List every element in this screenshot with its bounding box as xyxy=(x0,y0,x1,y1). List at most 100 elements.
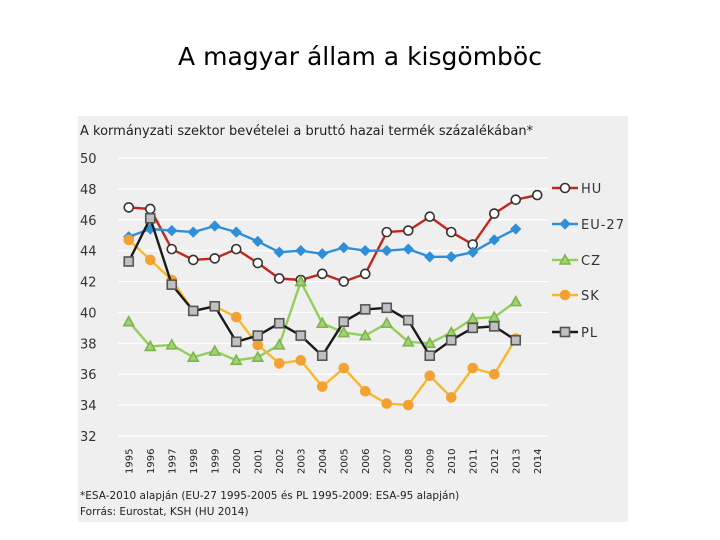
y-tick-label: 38 xyxy=(80,337,97,352)
legend-item-sk: SK xyxy=(552,289,600,304)
x-tick-label: 2003 xyxy=(296,449,307,474)
x-tick-label: 2004 xyxy=(318,449,329,474)
data-point xyxy=(381,302,393,314)
gridlines xyxy=(118,157,548,437)
data-point xyxy=(445,226,457,238)
x-tick-label: 1999 xyxy=(210,449,221,474)
x-tick-label: 1996 xyxy=(146,449,157,474)
data-point xyxy=(272,338,286,350)
series-line-hu xyxy=(128,193,538,283)
legend-marker xyxy=(559,182,571,194)
y-tick-label: 48 xyxy=(80,183,97,198)
data-point xyxy=(445,334,457,346)
slide-title: A magyar állam a kisgömböc xyxy=(178,42,542,71)
x-tick-label: 1998 xyxy=(189,449,200,474)
data-point xyxy=(359,245,371,257)
data-point xyxy=(338,316,350,328)
x-tick-label: 2000 xyxy=(232,449,243,474)
data-point xyxy=(251,350,265,363)
x-axis-ticks: 1995 1996 1997 1998 1999 2000 2001 2002 2003 2004… xyxy=(124,449,544,474)
data-point xyxy=(338,276,350,287)
x-tick-label: 2008 xyxy=(404,449,415,474)
data-point xyxy=(316,350,328,361)
data-point xyxy=(424,370,436,382)
x-tick-label: 2009 xyxy=(425,449,436,474)
data-point xyxy=(273,358,285,369)
x-tick-label: 2012 xyxy=(490,449,501,474)
data-point xyxy=(402,399,414,411)
legend-label: SK xyxy=(581,289,600,304)
data-point xyxy=(424,251,436,263)
data-point xyxy=(294,274,308,287)
data-point xyxy=(144,212,156,224)
data-point xyxy=(381,398,393,409)
data-point xyxy=(273,317,285,329)
data-point xyxy=(359,268,371,280)
data-point xyxy=(165,338,179,350)
data-point xyxy=(295,330,307,341)
data-point xyxy=(424,211,436,222)
data-point xyxy=(337,325,351,338)
data-point xyxy=(230,311,242,323)
data-point xyxy=(316,268,328,280)
data-point xyxy=(359,304,371,315)
series-cz xyxy=(122,274,523,366)
data-point xyxy=(423,336,437,349)
data-point xyxy=(381,226,393,238)
data-point xyxy=(380,316,394,329)
data-point xyxy=(166,279,178,290)
chart-panel: A kormányzati szektor bevételei a bruttó… xyxy=(78,116,628,522)
data-point xyxy=(122,315,136,327)
data-point xyxy=(252,235,264,248)
data-point xyxy=(273,273,285,284)
data-point xyxy=(358,328,372,341)
chart-title: A kormányzati szektor bevételei a bruttó… xyxy=(80,124,534,139)
x-tick-label: 2014 xyxy=(533,449,544,474)
data-point xyxy=(230,226,242,238)
data-point xyxy=(230,243,242,255)
footnote-esa: *ESA-2010 alapján (EU-27 1995-2005 és PL… xyxy=(80,490,460,502)
x-tick-label: 1995 xyxy=(124,449,135,474)
data-point xyxy=(186,350,200,363)
legend-label: PL xyxy=(581,326,598,341)
series-pl xyxy=(123,212,522,361)
data-point xyxy=(488,234,500,246)
data-point xyxy=(166,224,178,237)
data-point xyxy=(143,339,157,352)
data-point xyxy=(187,254,199,266)
legend-label: EU-27 xyxy=(581,218,625,233)
data-point xyxy=(402,314,414,326)
y-tick-label: 36 xyxy=(80,368,97,383)
x-tick-label: 2007 xyxy=(382,449,393,474)
data-point xyxy=(510,223,522,235)
x-tick-label: 1997 xyxy=(167,449,178,474)
y-tick-label: 42 xyxy=(80,276,97,291)
data-point xyxy=(252,339,264,351)
data-point xyxy=(510,194,522,205)
data-point xyxy=(402,243,414,255)
series-line-pl xyxy=(127,216,517,357)
data-point xyxy=(316,381,328,392)
data-point xyxy=(467,246,479,258)
x-tick-label: 2006 xyxy=(361,449,372,474)
legend-item-hu: HU xyxy=(552,182,601,197)
data-point xyxy=(510,334,522,346)
data-point xyxy=(208,344,222,356)
data-point xyxy=(166,243,178,255)
series-hu xyxy=(123,189,543,287)
data-point xyxy=(488,208,500,219)
y-tick-label: 50 xyxy=(80,152,97,167)
data-point xyxy=(209,253,221,264)
x-tick-label: 2011 xyxy=(468,449,479,474)
data-point xyxy=(315,316,329,329)
data-point xyxy=(123,256,135,267)
data-point xyxy=(402,225,414,236)
data-point xyxy=(295,355,307,366)
legend-marker xyxy=(559,218,571,230)
data-point xyxy=(531,189,543,201)
data-point xyxy=(295,245,307,257)
data-point xyxy=(209,300,221,312)
y-tick-label: 40 xyxy=(80,306,97,321)
y-tick-label: 34 xyxy=(80,399,97,414)
data-point xyxy=(467,322,479,334)
